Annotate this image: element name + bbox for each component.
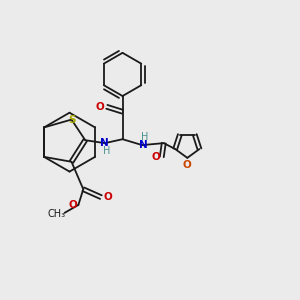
Text: O: O — [96, 102, 104, 112]
Text: N: N — [139, 140, 148, 150]
Text: H: H — [103, 146, 110, 156]
Text: N: N — [100, 138, 109, 148]
Text: O: O — [183, 160, 192, 170]
Text: O: O — [68, 200, 77, 210]
Text: O: O — [103, 192, 112, 202]
Text: S: S — [69, 115, 76, 124]
Text: CH₃: CH₃ — [48, 209, 66, 219]
Text: O: O — [152, 152, 160, 162]
Text: H: H — [141, 132, 149, 142]
